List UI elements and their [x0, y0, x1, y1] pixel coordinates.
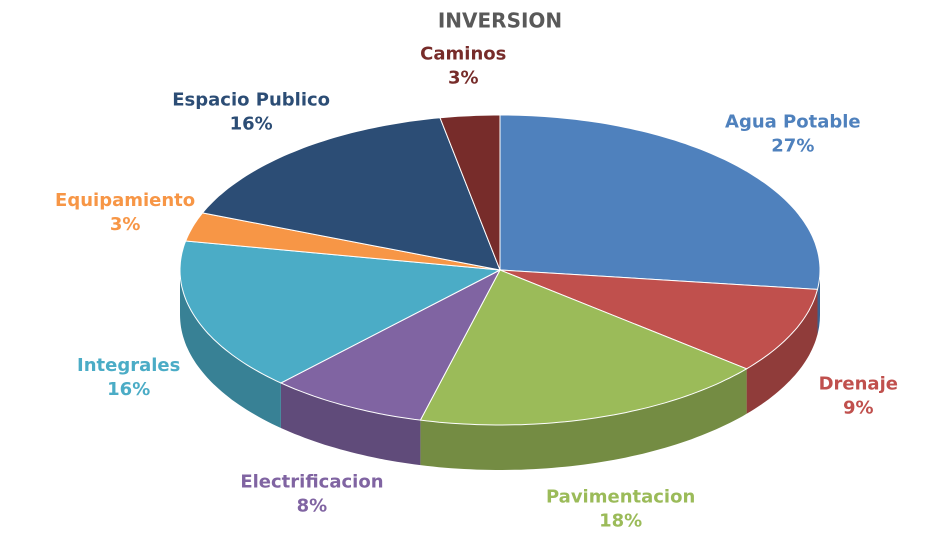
slice-value-label: 8%: [297, 495, 328, 516]
slice-side: [746, 289, 818, 414]
slice: [419, 269, 748, 426]
slice: [499, 269, 819, 370]
slice-value-label: 16%: [107, 379, 150, 400]
slice-value-label: 9%: [843, 397, 874, 418]
slice-label: Drenaje: [819, 373, 898, 394]
slice-side: [280, 383, 421, 466]
slice: [439, 114, 501, 271]
slice-label: Equipamiento: [55, 190, 195, 211]
slice-label: Agua Potable: [725, 112, 861, 133]
slice: [279, 268, 502, 421]
slice-label: Espacio Publico: [172, 89, 330, 110]
slice-side: [420, 368, 747, 470]
slice-label: Electrificacion: [240, 471, 383, 492]
slice-value-label: 16%: [230, 113, 273, 134]
slice-value-label: 3%: [110, 214, 141, 235]
slice-value-label: 3%: [448, 67, 479, 88]
chart-title: INVERSION: [438, 9, 562, 33]
slice: [201, 117, 501, 271]
slice: [499, 114, 821, 290]
slice-label: Pavimentacion: [546, 487, 695, 508]
slice-side: [817, 270, 820, 335]
slice-label: Caminos: [420, 43, 506, 64]
slice-value-label: 18%: [599, 511, 642, 532]
slice-value-label: 27%: [771, 136, 814, 157]
slice: [179, 240, 502, 384]
slice-label: Integrales: [77, 355, 180, 376]
slice: [184, 212, 501, 271]
slice-side: [180, 270, 281, 428]
